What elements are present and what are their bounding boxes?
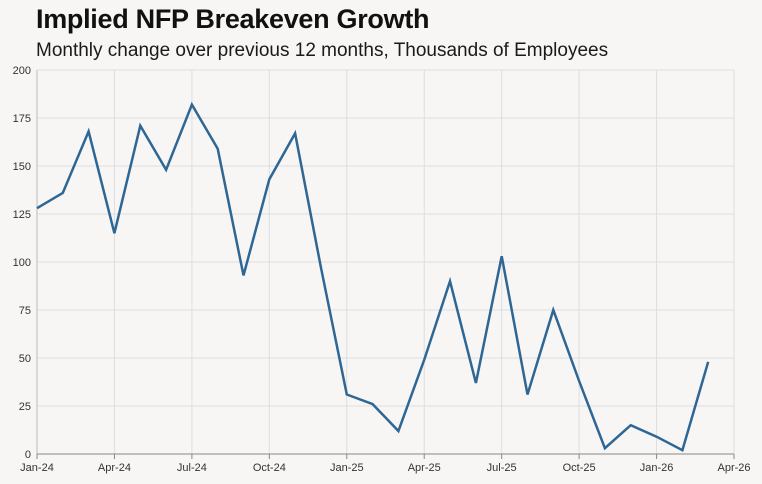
data-point — [680, 448, 685, 453]
data-point — [138, 123, 143, 128]
axes — [36, 70, 734, 455]
y-axis-ticks: 0 25 50 75 100 125 150 175 200 — [13, 65, 31, 461]
y-tick-label: 50 — [19, 353, 31, 365]
x-tick-label: Jan-24 — [20, 462, 54, 474]
series-group — [35, 101, 711, 453]
y-tick-label: 150 — [13, 161, 31, 173]
y-tick-label: 25 — [19, 401, 31, 413]
data-point — [628, 423, 633, 428]
chart-title: Implied NFP Breakeven Growth — [36, 4, 430, 34]
y-tick-label: 200 — [13, 65, 31, 77]
data-point — [241, 273, 246, 278]
data-point — [112, 231, 117, 236]
data-point — [370, 402, 375, 407]
data-point — [215, 146, 220, 151]
y-tick-label: 125 — [13, 209, 31, 221]
data-point — [189, 102, 194, 107]
gridlines — [37, 69, 735, 454]
data-point — [267, 177, 272, 182]
data-point — [602, 446, 607, 451]
x-tick-label: Jan-25 — [330, 462, 364, 474]
y-tick-label: 75 — [19, 305, 31, 317]
data-point — [654, 434, 659, 439]
y-tick-label: 100 — [13, 257, 31, 269]
data-point — [422, 357, 427, 362]
x-tick-label: Jul-24 — [177, 462, 207, 474]
data-point — [577, 379, 582, 384]
x-tick-label: Jan-26 — [640, 462, 674, 474]
data-point — [344, 392, 349, 397]
x-tick-label: Oct-24 — [253, 462, 286, 474]
data-point — [448, 279, 453, 284]
data-point — [499, 254, 504, 259]
x-axis-ticks: Jan-24 Apr-24 Jul-24 Oct-24 Jan-25 Apr-25 Jul-… — [20, 454, 751, 474]
data-point — [35, 206, 40, 211]
data-point — [525, 392, 530, 397]
x-tick-label: Apr-25 — [408, 462, 441, 474]
data-point — [318, 265, 323, 270]
data-point — [60, 190, 65, 195]
series-line — [36, 101, 710, 453]
data-point — [706, 359, 711, 364]
x-tick-label: Apr-24 — [98, 462, 131, 474]
x-tick-label: Oct-25 — [563, 462, 596, 474]
data-point — [396, 428, 401, 433]
data-point — [293, 131, 298, 136]
data-point — [551, 308, 556, 313]
data-point — [473, 380, 478, 385]
x-tick-label: Jul-25 — [487, 462, 517, 474]
y-tick-label: 0 — [25, 449, 31, 461]
y-tick-label: 175 — [13, 113, 31, 125]
data-point — [86, 129, 91, 134]
x-tick-label: Apr-26 — [717, 462, 750, 474]
data-point — [164, 167, 169, 172]
chart-subtitle: Monthly change over previous 12 months, … — [36, 40, 609, 61]
